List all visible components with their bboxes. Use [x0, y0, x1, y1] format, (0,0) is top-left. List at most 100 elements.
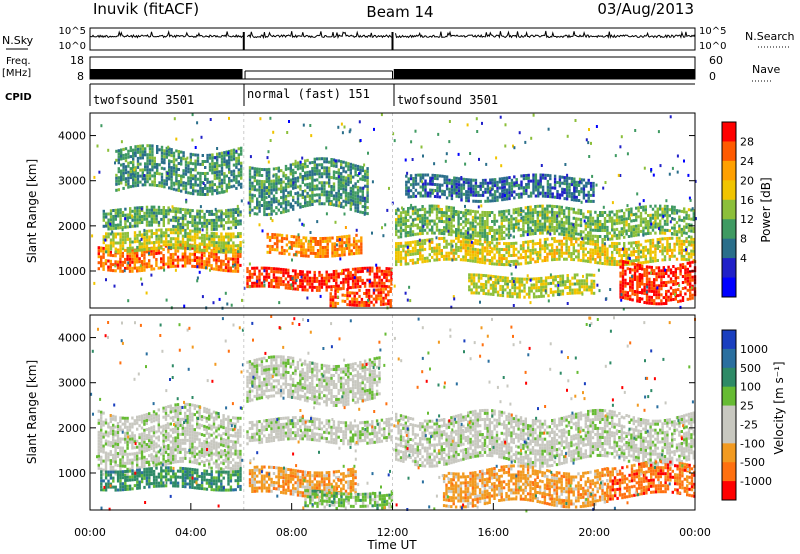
- heatmap-cell: [690, 243, 693, 247]
- heatmap-cell: [340, 187, 343, 191]
- heatmap-cell: [334, 289, 337, 293]
- heatmap-cell: [131, 257, 134, 261]
- heatmap-cell: [328, 190, 331, 194]
- heatmap-cell: [553, 226, 556, 229]
- heatmap-cell: [150, 217, 153, 221]
- heatmap-cell: [229, 250, 233, 254]
- heatmap-cell: [352, 199, 355, 203]
- heatmap-cell: [299, 193, 302, 197]
- heatmap-cell: [553, 177, 557, 181]
- heatmap-cell: [642, 226, 645, 230]
- heatmap-cell: [352, 237, 356, 241]
- heatmap-cell: [464, 223, 467, 227]
- heatmap-cell: [559, 283, 562, 287]
- heatmap-cell: [467, 178, 470, 182]
- heatmap-cell: [587, 259, 590, 263]
- heatmap-cell: [337, 192, 340, 196]
- heatmap-cell: [277, 267, 280, 271]
- heatmap-cell: [472, 276, 476, 280]
- heatmap-cell: [357, 239, 361, 243]
- heatmap-cell: [637, 261, 640, 265]
- heatmap-cell: [519, 207, 523, 211]
- heatmap-cell: [487, 274, 490, 278]
- heatmap-cell: [311, 282, 314, 286]
- heatmap-cell: [263, 204, 266, 208]
- heatmap-cell: [330, 164, 333, 167]
- heatmap-cell: [126, 249, 129, 253]
- heatmap-cell: [594, 234, 597, 238]
- heatmap-cell: [256, 197, 259, 201]
- heatmap-cell: [495, 237, 499, 241]
- heatmap-cell: [596, 235, 599, 238]
- heatmap-cell: [292, 162, 295, 166]
- heatmap-cell: [155, 208, 158, 212]
- heatmap-cell: [319, 249, 322, 252]
- heatmap-cell: [692, 215, 695, 219]
- heatmap-cell: [493, 237, 496, 241]
- heatmap-cell: [608, 237, 611, 241]
- heatmap-cell: [663, 255, 667, 259]
- heatmap-cell: [332, 161, 336, 165]
- heatmap-cell: [165, 212, 168, 216]
- heatmap-cell: [429, 191, 432, 195]
- heatmap-cell: [510, 254, 513, 257]
- heatmap-cell: [300, 239, 303, 243]
- heatmap-cell: [659, 225, 662, 229]
- heatmap-cell: [124, 260, 127, 264]
- heatmap-cell: [573, 195, 576, 199]
- heatmap-cell: [353, 294, 356, 298]
- heatmap-cell: [673, 245, 676, 249]
- heatmap-cell: [232, 254, 235, 258]
- heatmap-cell: [263, 201, 266, 205]
- heatmap-cell: [594, 243, 597, 246]
- heatmap-cell: [283, 237, 286, 241]
- heatmap-cell: [522, 241, 525, 244]
- heatmap-cell: [496, 183, 499, 187]
- heatmap-cell: [505, 182, 509, 186]
- heatmap-cell: [589, 193, 593, 197]
- heatmap-cell: [438, 246, 441, 250]
- heatmap-cell: [139, 168, 142, 172]
- heatmap-cell: [335, 284, 338, 288]
- heatmap-cell: [481, 255, 484, 258]
- heatmap-cell: [340, 250, 344, 254]
- heatmap-cell: [133, 234, 137, 238]
- heatmap-cell: [172, 160, 176, 164]
- heatmap-cell: [148, 150, 152, 154]
- heatmap-cell: [208, 186, 212, 190]
- heatmap-cell: [230, 185, 233, 189]
- heatmap-cell: [285, 237, 289, 241]
- heatmap-cell: [282, 189, 285, 193]
- heatmap-cell: [491, 193, 494, 197]
- heatmap-cell: [524, 255, 527, 259]
- heatmap-cell: [275, 197, 278, 201]
- heatmap-cell: [335, 269, 338, 273]
- heatmap-cell: [544, 279, 548, 283]
- heatmap-cell: [524, 258, 527, 262]
- heatmap-cell: [366, 278, 369, 282]
- heatmap-cell: [211, 171, 214, 175]
- heatmap-cell: [114, 235, 117, 239]
- heatmap-cell: [354, 209, 357, 213]
- heatmap-cell: [462, 220, 465, 224]
- heatmap-cell: [239, 251, 242, 255]
- heatmap-cell: [409, 215, 412, 219]
- heatmap-cell: [407, 180, 410, 184]
- heatmap-cell: [416, 217, 419, 221]
- heatmap-cell: [577, 249, 580, 253]
- heatmap-cell: [284, 283, 288, 287]
- heatmap-cell: [184, 163, 188, 167]
- heatmap-cell: [579, 218, 583, 222]
- heatmap-cell: [428, 210, 431, 214]
- heatmap-cell: [294, 180, 297, 184]
- heatmap-cell: [365, 300, 368, 304]
- heatmap-cell: [495, 219, 499, 223]
- heatmap-cell: [354, 194, 357, 198]
- heatmap-cell: [136, 254, 139, 258]
- heatmap-cell: [452, 209, 455, 213]
- heatmap-cell: [527, 194, 530, 198]
- heatmap-cell: [213, 221, 216, 225]
- heatmap-cell: [375, 300, 378, 304]
- heatmap-cell: [457, 183, 461, 187]
- heatmap-cell: [157, 228, 161, 232]
